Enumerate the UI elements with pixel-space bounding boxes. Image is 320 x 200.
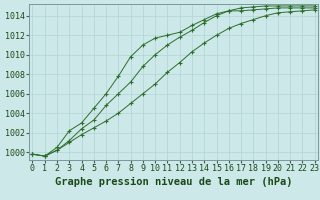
X-axis label: Graphe pression niveau de la mer (hPa): Graphe pression niveau de la mer (hPa) — [55, 177, 292, 187]
